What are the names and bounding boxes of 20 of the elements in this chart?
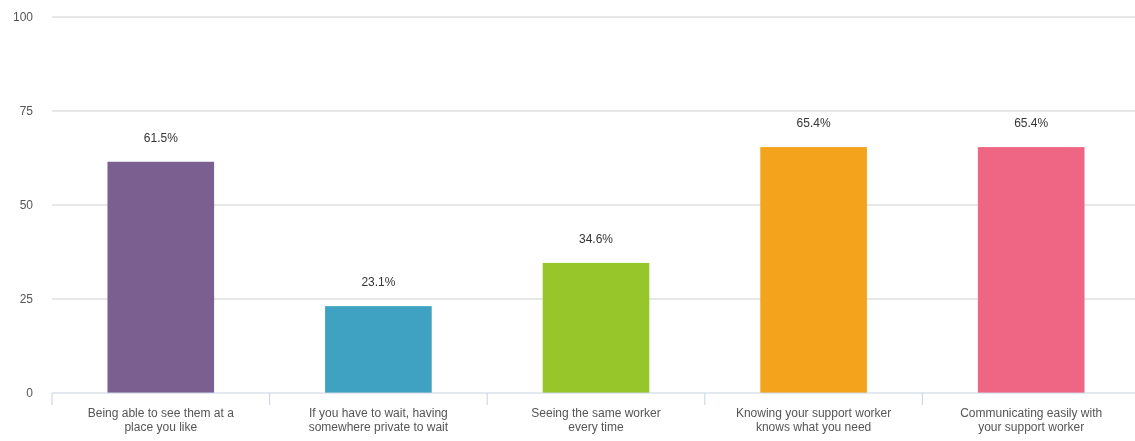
data-label: 23.1% (361, 275, 396, 290)
x-tick-label: If you have to wait, having somewhere private to wait (308, 406, 449, 434)
bar (760, 147, 867, 393)
bar (542, 262, 650, 393)
bar (977, 147, 1085, 393)
bar (107, 161, 215, 393)
y-tick-label: 0 (26, 386, 34, 401)
y-tick-label: 75 (19, 104, 34, 119)
y-tick-label: 50 (19, 198, 34, 213)
data-label: 65.4% (796, 116, 831, 131)
x-tick-label: Being able to see them at a place you like (87, 406, 235, 434)
y-tick-label: 100 (12, 10, 34, 25)
data-label: 34.6% (578, 231, 614, 246)
data-label: 65.4% (1014, 116, 1049, 131)
data-label: 61.5% (143, 130, 179, 145)
bar (325, 306, 432, 393)
x-tick-label: Communicating easily with your support worker (960, 406, 1103, 434)
x-tick-label: Knowing your support worker knows what you need (735, 406, 892, 434)
y-tick-label: 25 (19, 292, 34, 307)
x-tick-label: Seeing the same worker every time (531, 406, 661, 434)
